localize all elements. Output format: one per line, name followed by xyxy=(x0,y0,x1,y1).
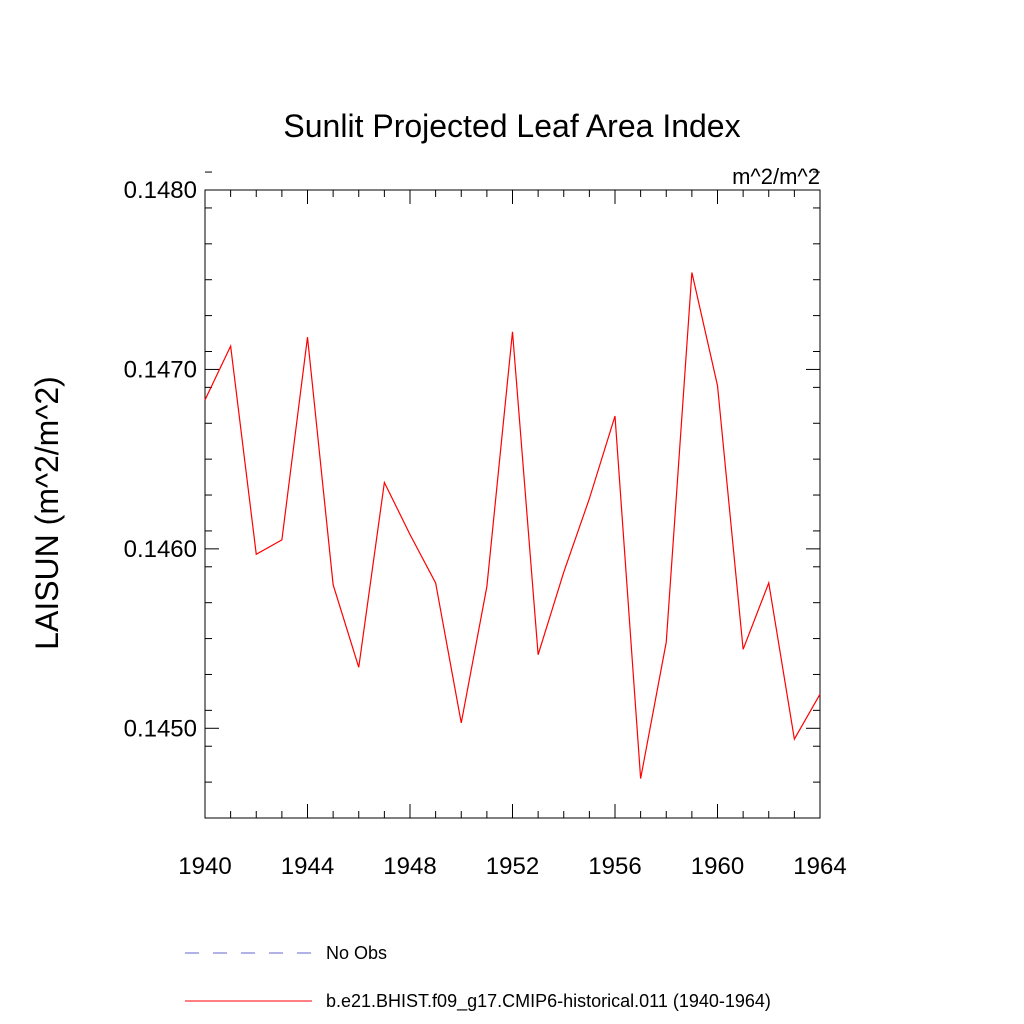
x-tick-label: 1952 xyxy=(486,853,539,880)
series-layer xyxy=(204,272,821,779)
x-tick-label: 1964 xyxy=(793,853,846,880)
axes: 1940 1944 1948 1952 1956 1960 1964 0.1450 0.1460… xyxy=(124,171,847,880)
x-tick-label: 1960 xyxy=(691,853,744,880)
y-axis-label: LAISUN (m^2/m^2) xyxy=(29,376,65,650)
y-tick-label: 0.1450 xyxy=(124,715,197,742)
chart-title: Sunlit Projected Leaf Area Index xyxy=(283,108,740,144)
y-tick-label: 0.1470 xyxy=(124,356,197,383)
y-tick-label: 0.1460 xyxy=(124,536,197,563)
units-label: m^2/m^2 xyxy=(732,164,820,189)
legend: No Obs b.e21.BHIST.f09_g17.CMIP6-historic… xyxy=(185,943,771,1012)
series-line xyxy=(204,272,821,779)
y-tick-label: 0.1480 xyxy=(124,177,197,204)
x-tick-label: 1940 xyxy=(178,853,231,880)
legend-label: b.e21.BHIST.f09_g17.CMIP6-historical.011… xyxy=(326,991,771,1012)
x-tick-label: 1944 xyxy=(281,853,334,880)
x-tick-label: 1956 xyxy=(588,853,641,880)
legend-label: No Obs xyxy=(326,943,387,963)
plot-frame xyxy=(204,189,821,819)
x-tick-label: 1948 xyxy=(383,853,436,880)
